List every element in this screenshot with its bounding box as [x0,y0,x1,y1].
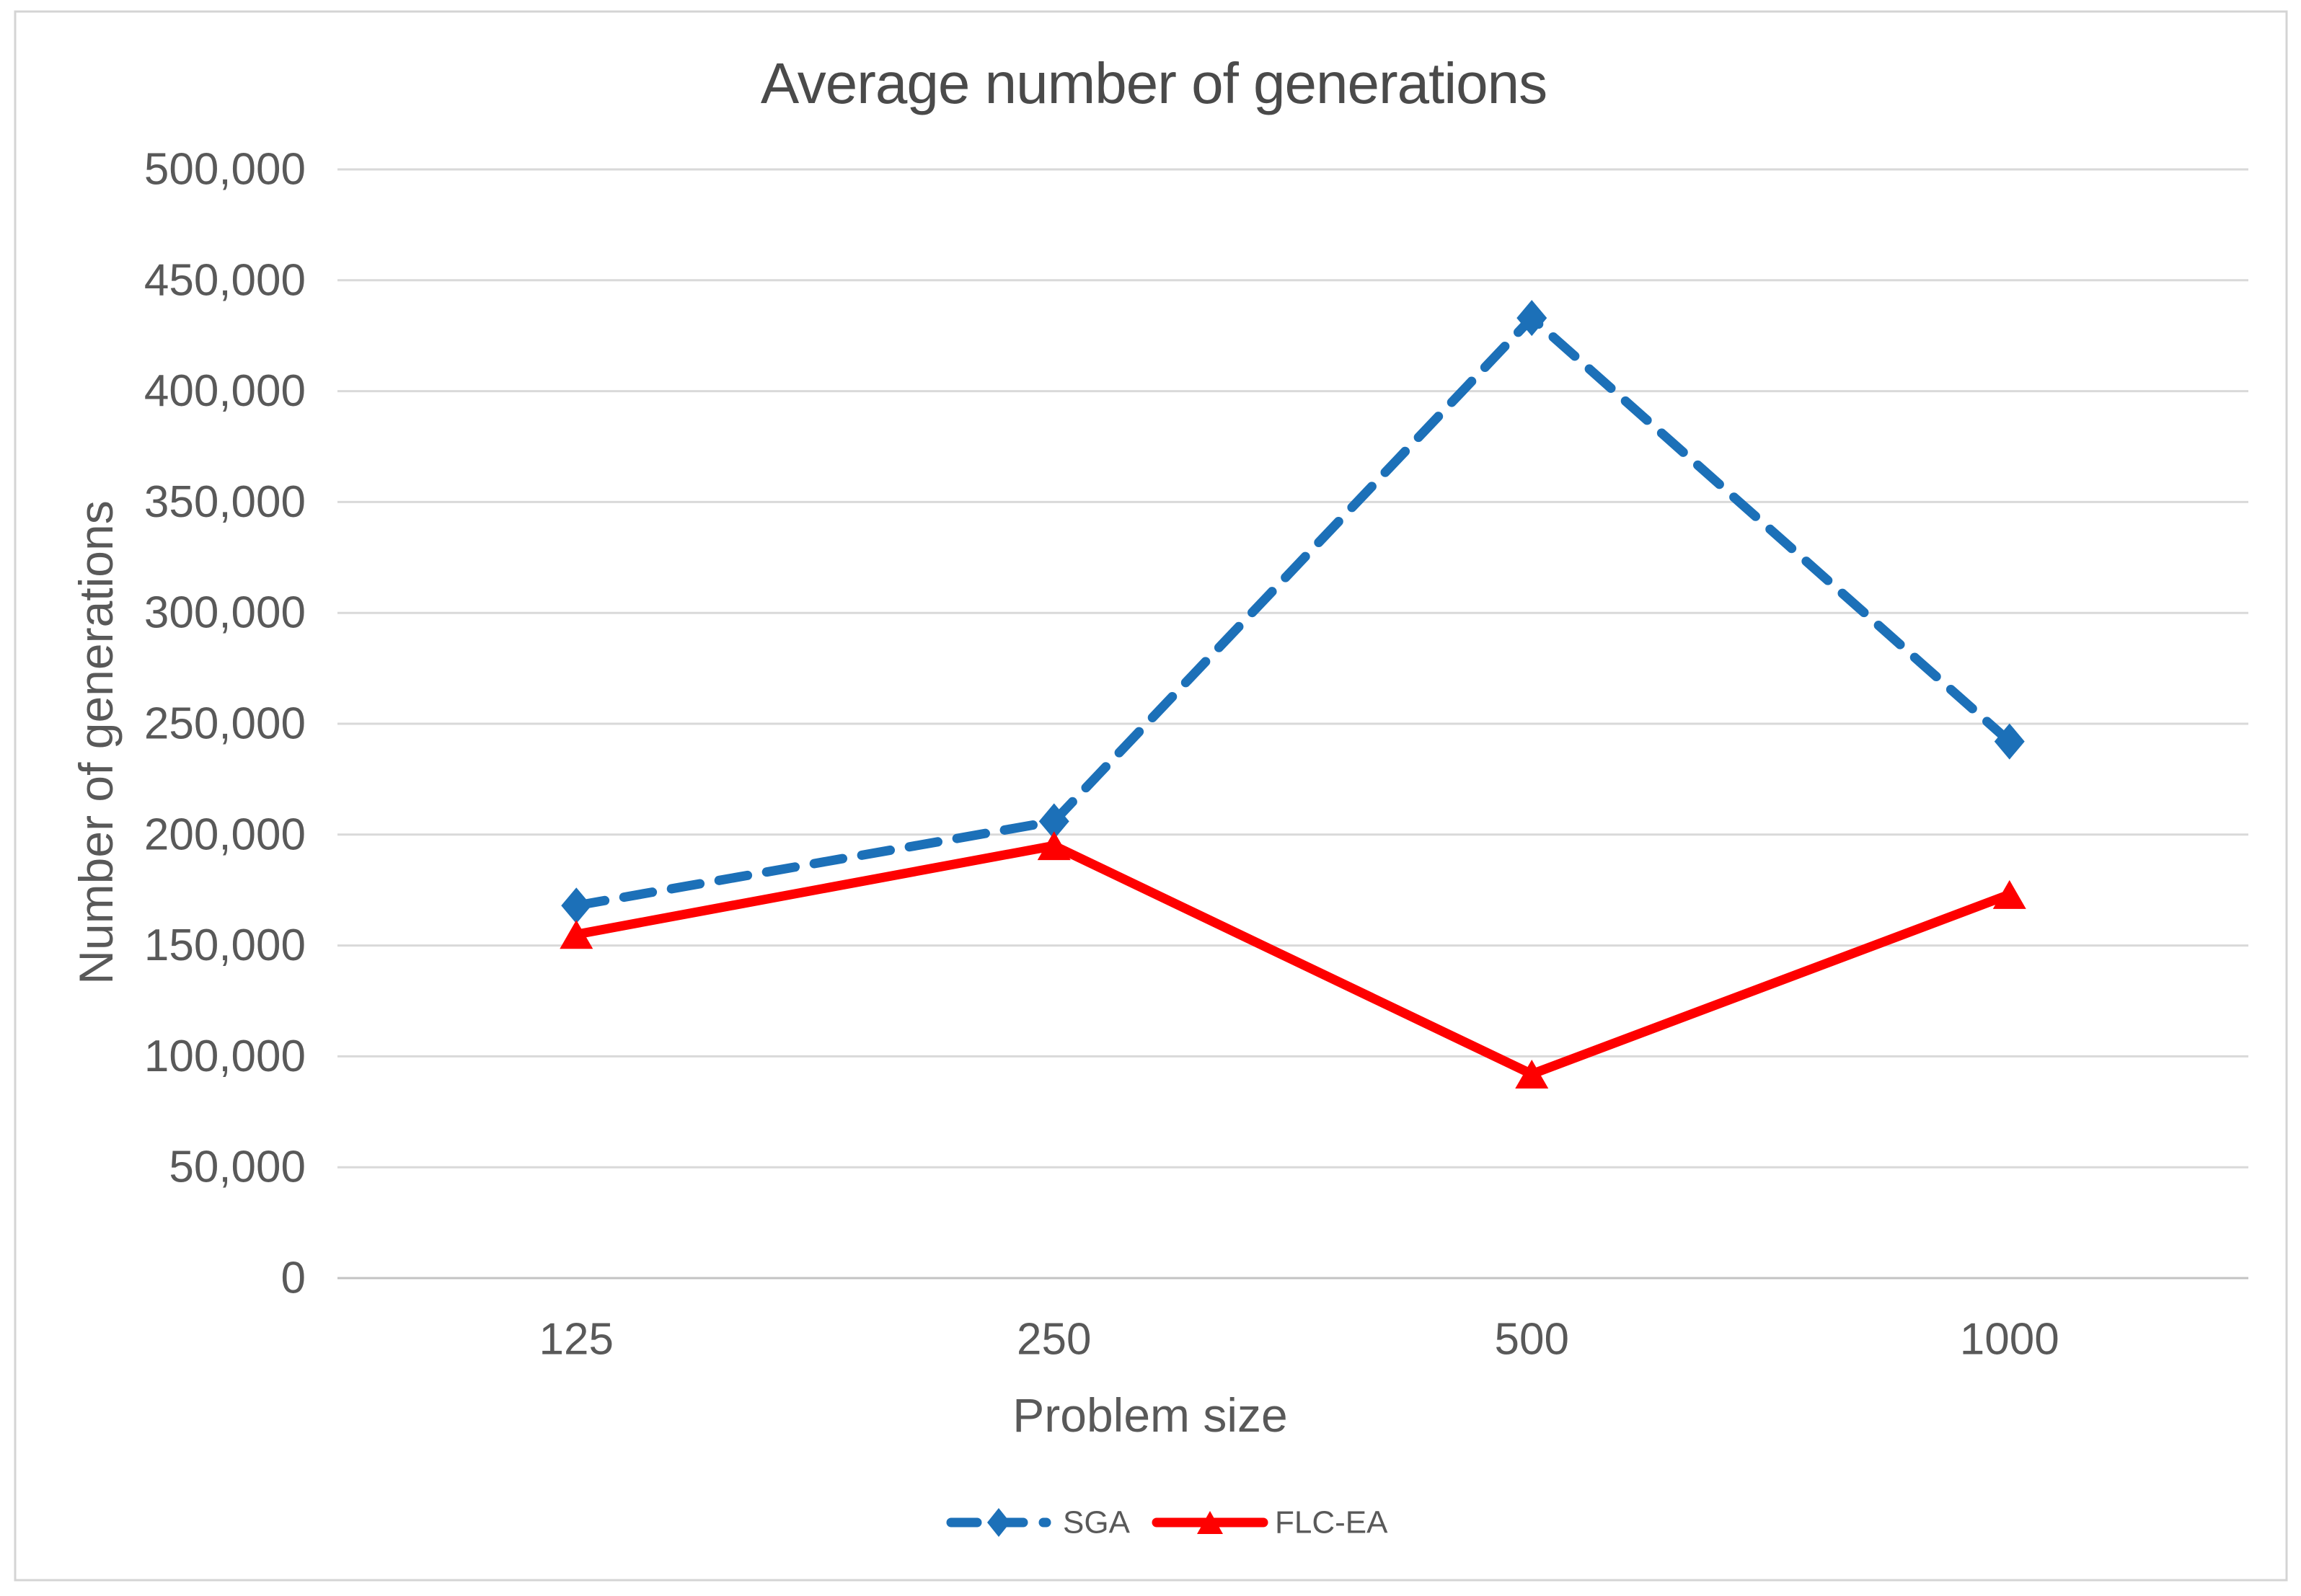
y-tick-label: 50,000 [169,1143,306,1192]
chart-title: Average number of generations [761,51,1547,115]
x-tick-label: 125 [539,1315,614,1365]
y-axis-title: Number of generations [69,500,123,984]
y-tick-label: 400,000 [144,366,306,416]
flc-ea-marker-1000 [1992,879,2026,909]
figure-border [14,10,2288,1582]
sga-marker-500 [1516,300,1547,337]
sga-marker-125 [561,887,592,924]
x-tick-labels: 125 250 500 1000 [539,1315,2059,1365]
y-tick-label: 450,000 [144,255,306,305]
x-axis-title: Problem size [1012,1388,1287,1442]
flc-ea-marker-125 [560,920,593,949]
legend-marker-sga [987,1508,1010,1537]
legend-marker-flc-ea [1197,1511,1223,1534]
legend-label-flc-ea: FLC-EA [1275,1505,1388,1540]
sga-line [571,313,2015,910]
y-tick-label: 150,000 [144,921,306,970]
y-tick-label: 300,000 [144,588,306,638]
y-tick-label: 0 [281,1254,306,1303]
flc-ea-marker-250 [1037,831,1071,861]
y-tick-label: 350,000 [144,477,306,527]
x-tick-label: 250 [1017,1315,1091,1365]
y-tick-label: 200,000 [144,810,306,859]
flc-ea-line [571,841,2015,1079]
flc-ea-marker-500 [1515,1060,1549,1089]
sga-marker-250 [1038,803,1069,840]
x-tick-label: 1000 [1960,1315,2059,1365]
sga-marker-1000 [1994,723,2025,760]
y-tick-label: 500,000 [144,145,306,195]
series-layer [560,300,2026,1089]
x-tick-label: 500 [1495,1315,1569,1365]
y-tick-label: 250,000 [144,699,306,749]
legend-label-sga: SGA [1063,1505,1131,1540]
y-tick-label: 100,000 [144,1032,306,1081]
legend: SGA FLC-EA [946,1505,1388,1540]
gridlines [337,168,2248,1280]
y-tick-labels: 0 50,000 100,000 150,000 200,000 250,000 300,0… [144,145,306,1303]
